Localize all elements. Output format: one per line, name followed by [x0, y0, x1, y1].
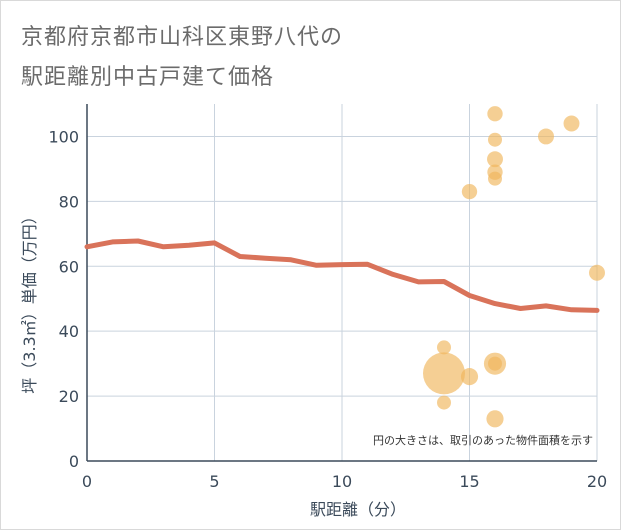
data-bubble	[488, 171, 502, 186]
data-bubble	[461, 183, 478, 200]
y-tick-label: 20	[59, 387, 79, 406]
average-price-line	[84, 238, 600, 313]
line-series	[84, 238, 600, 313]
data-bubble	[460, 368, 479, 386]
bubble-size-note: 円の大きさは、取引のあった物件面積を示す	[373, 433, 593, 447]
y-tick-label: 0	[69, 452, 79, 471]
x-tick-label: 10	[332, 472, 352, 491]
chart-title-line-1: 京都府京都市山科区東野八代の	[21, 25, 344, 50]
data-bubble	[538, 128, 554, 145]
data-bubble	[486, 410, 504, 428]
data-bubble	[589, 264, 605, 281]
chart-title-line-2: 駅距離別中古戸建て価格	[21, 65, 275, 90]
y-tick-label: 40	[59, 322, 79, 341]
data-bubble	[488, 132, 502, 147]
axes	[86, 104, 597, 462]
data-bubble	[563, 115, 580, 132]
y-tick-label: 60	[59, 257, 79, 276]
data-bubble	[487, 151, 503, 168]
data-bubble	[488, 356, 502, 371]
x-tick-label: 5	[209, 472, 219, 491]
grid-lines	[87, 104, 598, 461]
bubble-series	[423, 106, 605, 428]
data-bubble	[423, 352, 465, 395]
x-tick-label: 15	[459, 472, 479, 491]
tick-labels: 0 5 10 15 20 0 20 40 60 80 100	[48, 127, 607, 491]
data-bubble	[437, 395, 451, 410]
x-tick-label: 20	[587, 472, 607, 491]
y-tick-label: 100	[48, 127, 79, 146]
data-bubble	[437, 340, 451, 355]
y-axis-label: 坪（3.3㎡）単価（万円）	[20, 208, 39, 393]
x-axis-label: 駅距離（分）	[310, 500, 406, 519]
data-bubble	[487, 106, 503, 122]
x-tick-label: 0	[82, 472, 92, 491]
y-tick-label: 80	[59, 192, 79, 211]
